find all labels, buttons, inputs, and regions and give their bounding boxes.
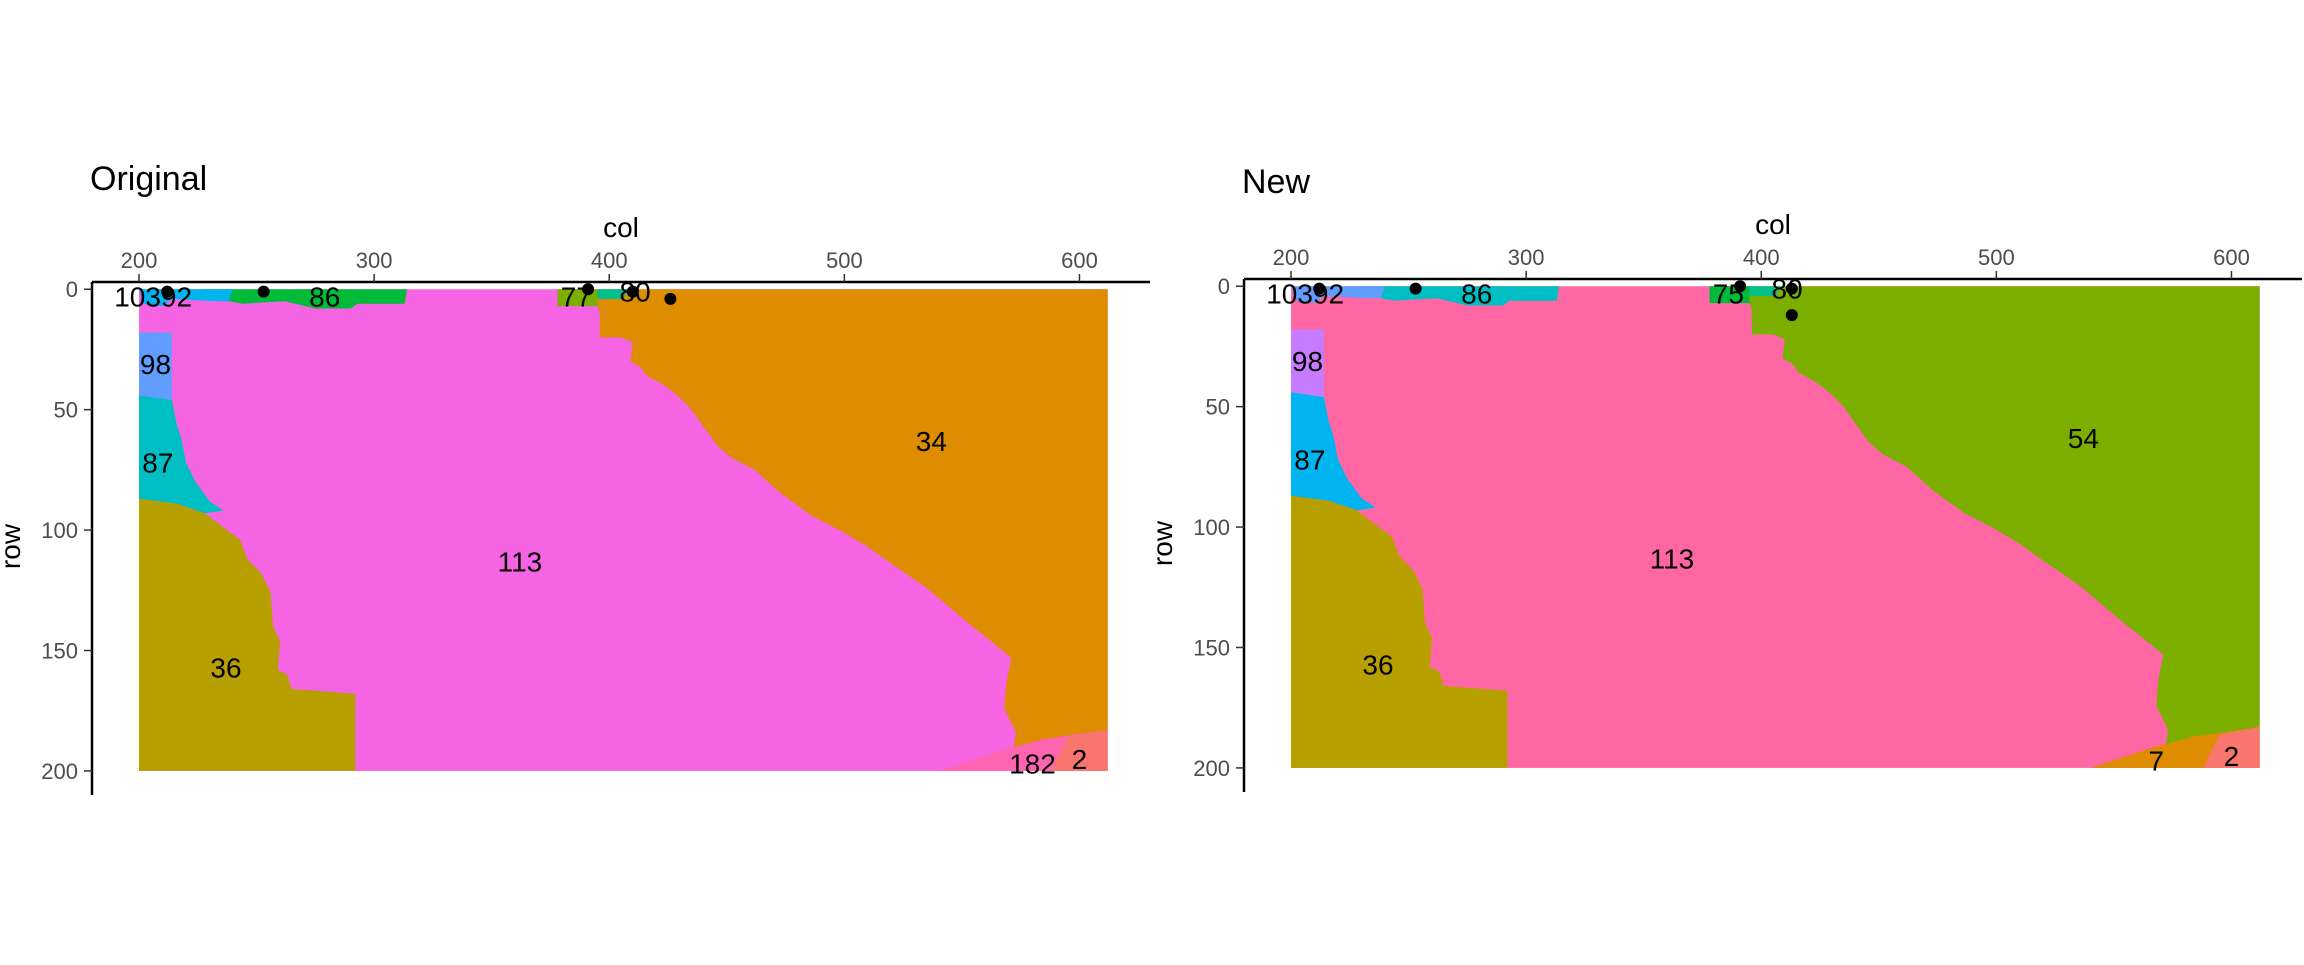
region-98 [1291,329,1324,397]
x-tick-label: 600 [2213,245,2250,270]
x-tick-label: 500 [1978,245,2015,270]
region-86 [202,289,407,309]
region-80 [597,289,629,299]
panel-2: New1135436879886758010392722003004005006… [1147,163,2302,792]
point-2 [257,285,270,298]
region-36 [139,498,356,771]
point-1 [161,285,174,298]
x-tick-label: 300 [1508,245,1545,270]
x-tick-label: 200 [1273,245,1310,270]
y-tick-label: 100 [41,518,78,543]
panel-1: Original11334368798867780103921822200300… [0,160,1150,795]
x-tick-label: 500 [826,248,863,273]
region-label-98: 98 [140,349,171,380]
y-tick-label: 0 [1218,274,1230,299]
x-tick-label: 300 [356,248,393,273]
y-tick-label: 150 [1193,635,1230,660]
region-54 [1749,286,2260,747]
y-tick-label: 50 [1206,395,1230,420]
x-tick-label: 400 [591,248,628,273]
y-tick-label: 200 [1193,756,1230,781]
point-4 [626,285,639,298]
region-label-86: 86 [1461,278,1492,309]
region-2 [1051,730,1108,771]
y-tick-label: 0 [66,277,78,302]
point-2 [1409,282,1422,295]
region-98 [139,332,172,400]
region-87 [139,395,224,514]
y-axis-title: row [0,523,26,569]
region-87 [1291,392,1376,511]
region-label-2: 2 [2224,741,2240,772]
region-label-113: 113 [1650,543,1695,574]
x-tick-label: 400 [1743,245,1780,270]
x-axis-title: col [603,212,639,243]
x-axis-title: col [1755,209,1791,240]
region-2 [2203,727,2260,768]
region-label-87: 87 [1294,445,1325,476]
region-label-10392: 10392 [114,281,192,312]
x-tick-label: 600 [1061,248,1098,273]
region-86 [1354,286,1559,306]
point-4 [1785,282,1798,295]
y-axis-title: row [1147,520,1178,566]
panel-title: New [1242,163,1310,201]
region-label-87: 87 [142,448,173,479]
point-1 [1313,282,1326,295]
point-5 [664,292,677,305]
region-label-10392: 10392 [1266,278,1344,309]
region-label-36: 36 [1362,649,1393,680]
region-36 [1291,495,1508,768]
region-label-86: 86 [309,281,340,312]
region-label-54: 54 [2068,423,2099,454]
region-80 [1749,286,1781,296]
region-label-2: 2 [1072,744,1088,775]
point-5 [1785,309,1798,322]
x-tick-label: 200 [121,248,158,273]
region-label-182: 182 [1009,749,1056,780]
region-label-113: 113 [498,546,543,577]
region-label-98: 98 [1292,346,1323,377]
point-3 [1734,280,1747,293]
y-tick-label: 50 [54,398,78,423]
region-label-34: 34 [916,426,947,457]
point-3 [582,283,595,296]
region-34 [597,289,1108,750]
region-label-7: 7 [2148,746,2164,777]
y-tick-label: 100 [1193,515,1230,540]
panel-title: Original [90,160,207,198]
region-label-36: 36 [210,652,241,683]
y-tick-label: 150 [41,638,78,663]
y-tick-label: 200 [41,759,78,784]
